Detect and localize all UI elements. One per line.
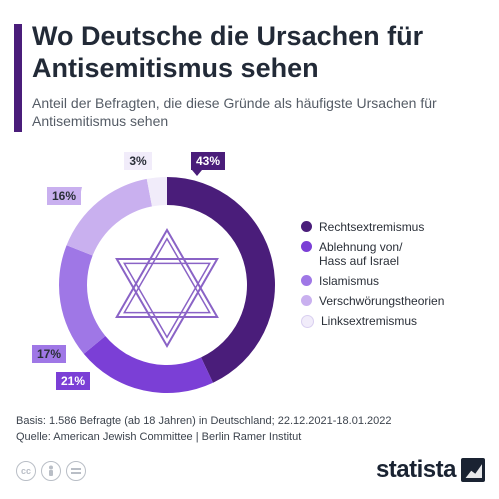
accent-bar xyxy=(14,24,22,132)
footer: Basis: 1.586 Befragte (ab 18 Jahren) in … xyxy=(16,413,486,445)
page-subtitle: Anteil der Befragten, die diese Gründe a… xyxy=(32,95,437,129)
source-note: Quelle: American Jewish Committee | Berl… xyxy=(16,431,302,443)
legend-swatch xyxy=(301,221,312,232)
value-label-text-0: 43% xyxy=(196,154,220,168)
value-label-3: 16% xyxy=(47,187,82,205)
value-labels: 43% 21%17% 16% 3% xyxy=(32,152,225,390)
legend-label: Linksextremismus xyxy=(321,314,418,328)
donut-slice-2 xyxy=(59,245,106,354)
legend-item: Ablehnung von/ Hass auf Israel xyxy=(301,240,491,268)
legend-swatch xyxy=(301,295,312,306)
page-title: Wo Deutsche die Ursachen für Antisemitis… xyxy=(32,21,424,83)
logo-text: statista xyxy=(375,456,457,483)
legend-label: Ablehnung von/ Hass auf Israel xyxy=(319,240,403,268)
donut-slice-3 xyxy=(66,178,153,256)
basis-note: Basis: 1.586 Befragte (ab 18 Jahren) in … xyxy=(16,415,392,427)
legend-item: Rechtsextremismus xyxy=(301,220,491,234)
legend-swatch xyxy=(301,241,312,252)
value-label-1: 21% xyxy=(56,372,90,390)
donut-slice-4 xyxy=(146,177,167,207)
statista-logo-icon xyxy=(461,458,485,482)
license-icons: cc xyxy=(16,461,86,481)
value-label-4: 3% xyxy=(124,152,152,170)
value-label-text-1: 21% xyxy=(61,374,85,388)
legend-label: Islamismus xyxy=(319,274,380,288)
value-label-text-4: 3% xyxy=(129,154,147,168)
value-label-0: 43% xyxy=(191,152,225,176)
value-label-text-3: 16% xyxy=(52,189,76,203)
statista-logo[interactable]: statista xyxy=(376,456,485,484)
star-of-david-icon xyxy=(115,228,219,348)
legend-item: Islamismus xyxy=(301,274,491,288)
legend-label: Rechtsextremismus xyxy=(319,220,425,234)
legend-swatch xyxy=(301,275,312,286)
cc-icon[interactable]: cc xyxy=(16,461,36,481)
value-label-text-2: 17% xyxy=(37,347,61,361)
person-icon[interactable] xyxy=(41,461,61,481)
equals-icon[interactable] xyxy=(66,461,86,481)
legend-label: Verschwörungstheorien xyxy=(319,294,445,308)
legend-item: Verschwörungstheorien xyxy=(301,294,491,308)
legend-swatch xyxy=(301,315,314,328)
chart-legend: Rechtsextremismus Ablehnung von/ Hass auf… xyxy=(301,220,491,334)
donut-slices xyxy=(59,177,275,394)
value-label-2: 17% xyxy=(32,345,66,363)
donut-slice-0 xyxy=(167,177,275,383)
donut-slice-1 xyxy=(83,335,213,394)
legend-item: Linksextremismus xyxy=(301,314,491,328)
